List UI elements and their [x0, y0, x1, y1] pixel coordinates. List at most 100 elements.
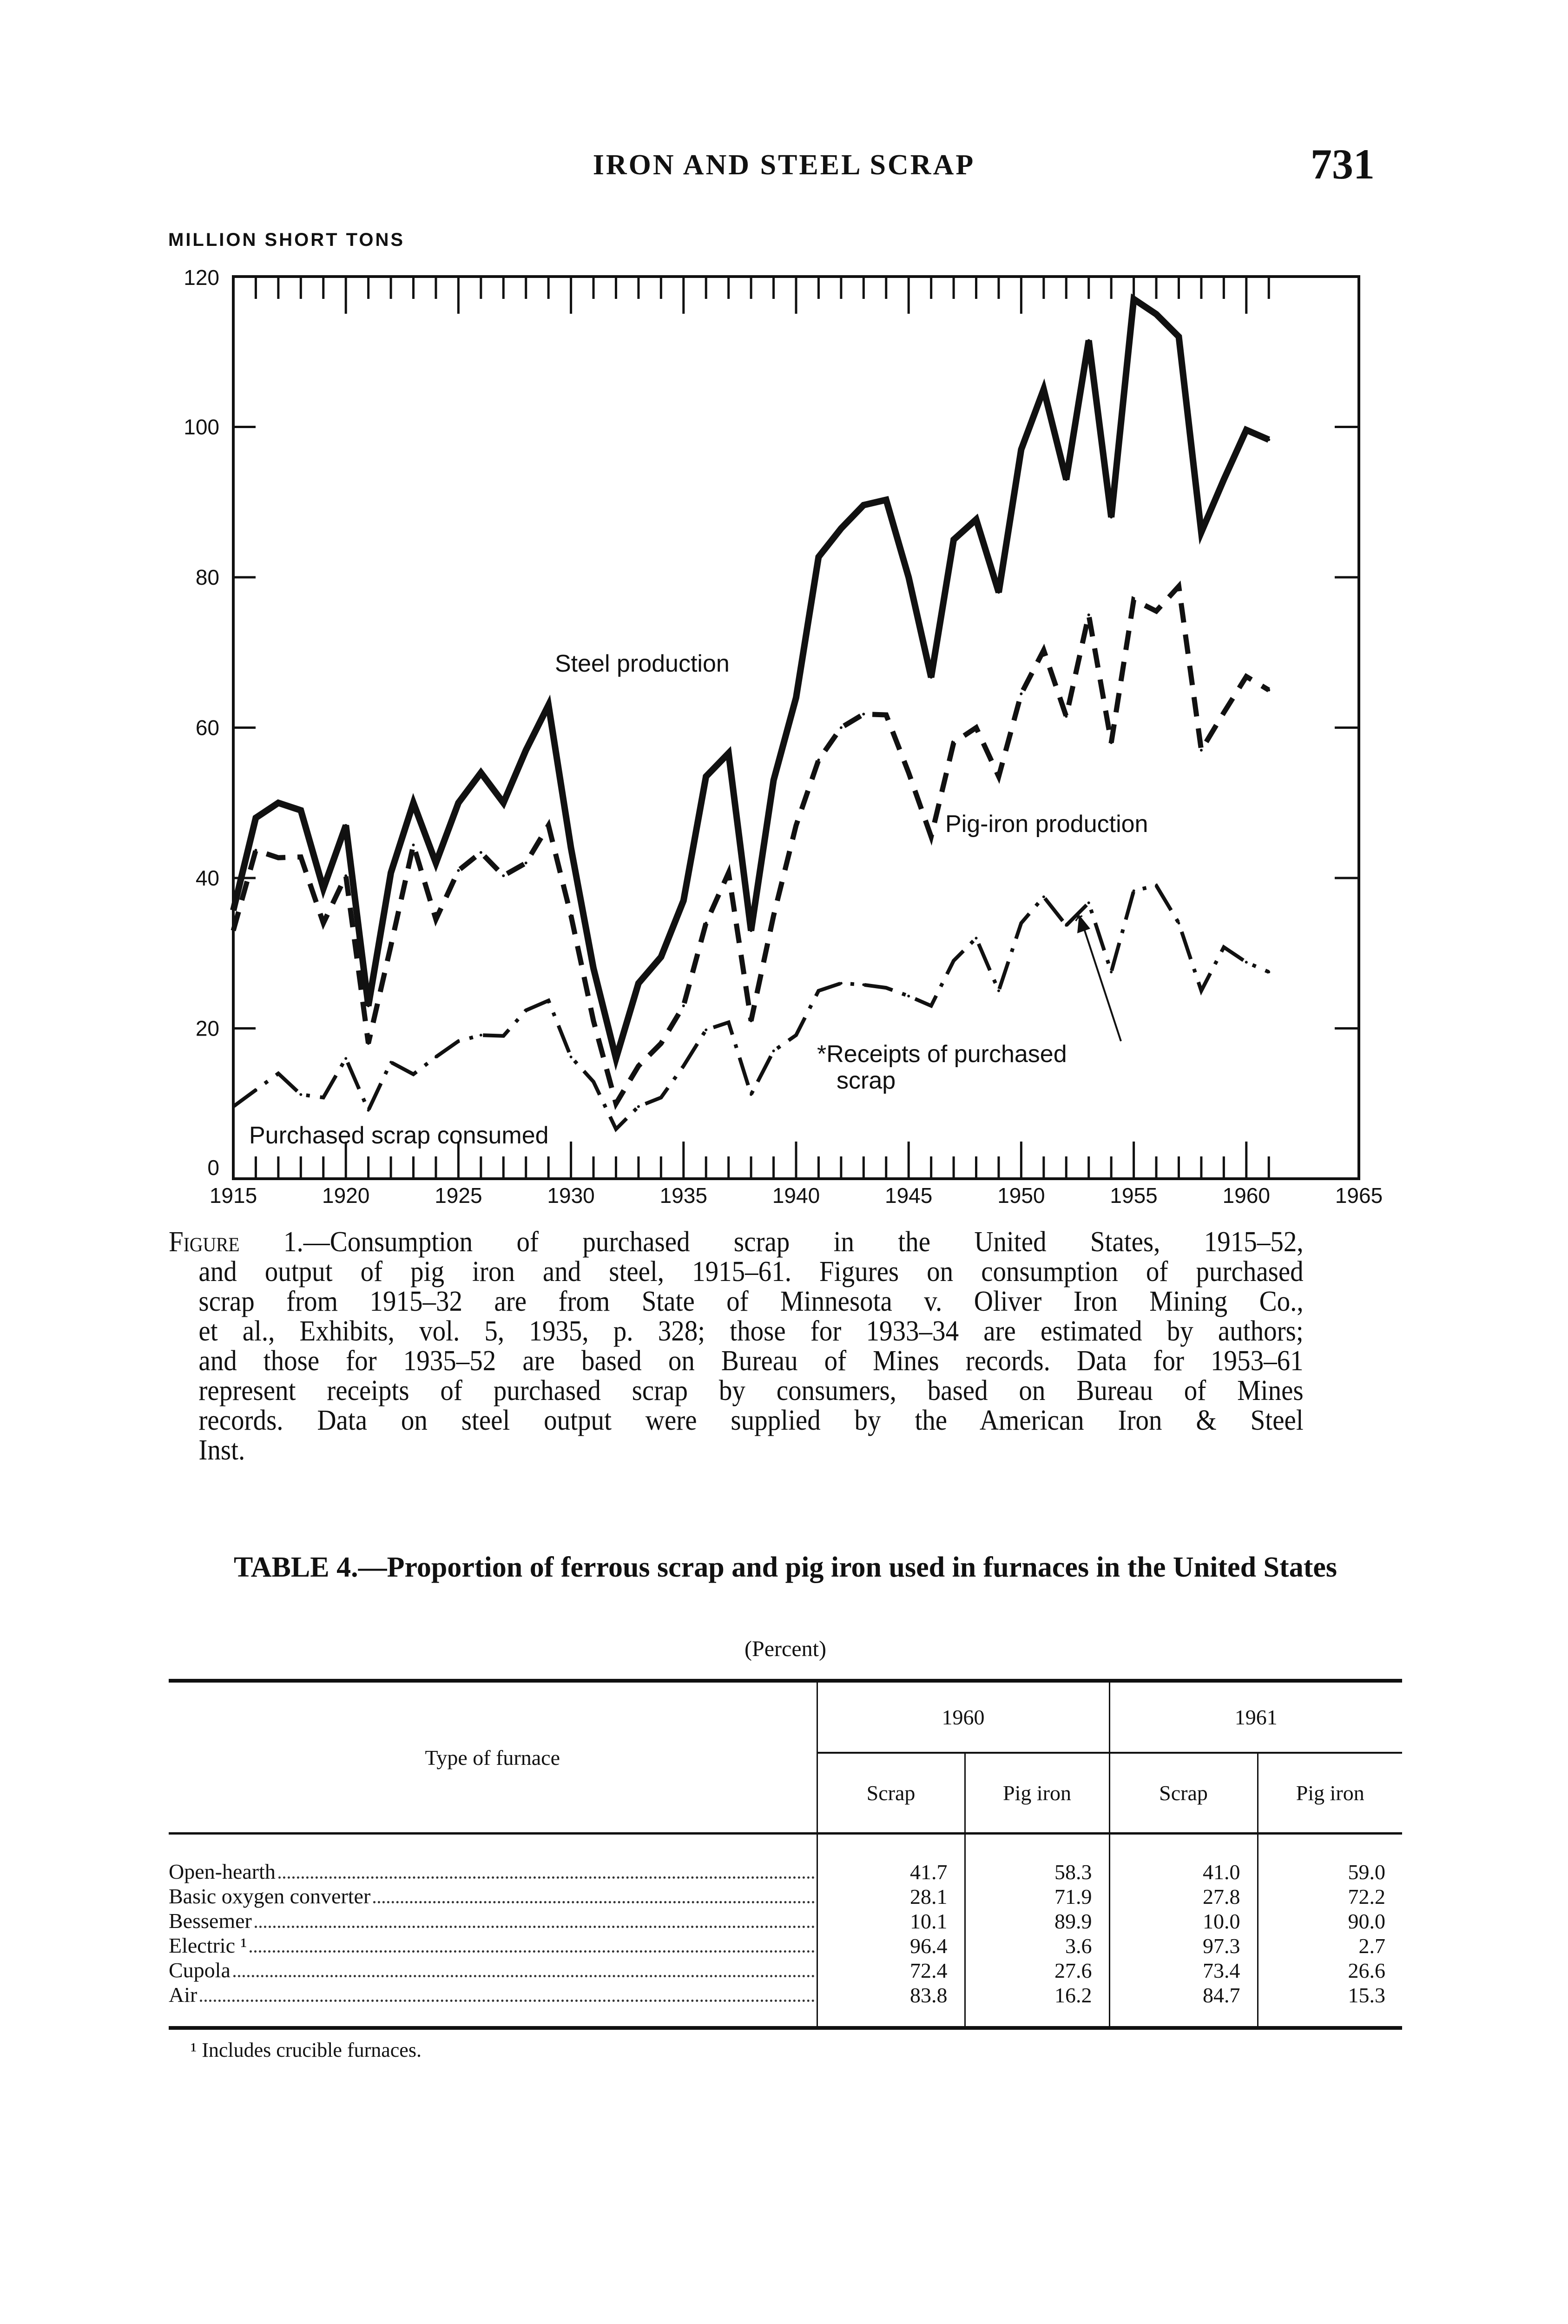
data-point	[997, 591, 1000, 594]
page-number: 731	[1311, 140, 1375, 188]
data-point	[569, 846, 573, 850]
data-point	[750, 929, 753, 932]
data-point	[1245, 961, 1248, 964]
furnace-proportion-table: Type of furnace 1960 1961 Scrap Pig iron…	[169, 1679, 1402, 2030]
data-point	[389, 1061, 393, 1064]
data-point	[547, 999, 550, 1002]
y-tick-label: 0	[207, 1155, 219, 1180]
data-point	[1155, 312, 1158, 316]
data-point	[1110, 515, 1113, 519]
label-receipts-line2: scrap	[837, 1067, 896, 1094]
data-point	[1020, 448, 1023, 451]
data-point	[254, 816, 257, 819]
data-point	[434, 861, 437, 865]
value-cell: 89.9	[964, 1909, 1109, 1934]
furnace-type: Air	[169, 1983, 198, 2007]
running-head: IRON AND STEEL SCRAP	[593, 149, 975, 181]
data-point	[682, 899, 685, 902]
value-cell: 26.6	[1257, 1958, 1402, 1983]
data-point	[1177, 922, 1180, 925]
furnace-type-cell: Basic oxygen converter	[169, 1884, 817, 1909]
data-point	[614, 1102, 618, 1105]
data-point	[772, 914, 775, 917]
data-point	[997, 775, 1000, 778]
data-point	[997, 989, 1000, 992]
data-point	[502, 1034, 505, 1037]
data-point	[479, 1034, 482, 1037]
value-cell: 96.4	[816, 1934, 965, 1958]
data-point	[1042, 648, 1045, 652]
data-point	[637, 1105, 640, 1108]
x-tick-label: 1940	[772, 1183, 820, 1208]
data-point	[322, 887, 325, 890]
y-tick-label: 20	[196, 1017, 219, 1041]
data-point	[277, 856, 280, 859]
column-header-type: Type of furnace	[169, 1681, 817, 1835]
data-point	[1222, 711, 1225, 714]
value-cell: 41.0	[1108, 1860, 1258, 1884]
data-point	[907, 576, 910, 579]
data-point	[1042, 388, 1045, 391]
dot-leader	[254, 1926, 815, 1928]
table-unit: (Percent)	[744, 1637, 826, 1661]
data-point	[614, 1057, 618, 1060]
data-point	[502, 801, 505, 805]
y-axis-label: MILLION SHORT TONS	[168, 230, 405, 250]
caption-lead: Figure 1.	[169, 1226, 303, 1258]
furnace-type-cell: Electric ¹	[169, 1934, 817, 1958]
data-point	[659, 1042, 663, 1045]
data-point	[750, 1019, 753, 1023]
caption-line: and output of pig iron and steel, 1915–6…	[198, 1256, 1304, 1287]
x-tick-label: 1935	[660, 1183, 707, 1208]
data-point	[975, 937, 978, 940]
data-point	[929, 835, 933, 838]
series-layer	[230, 293, 1271, 1133]
dot-leader	[233, 1975, 815, 1977]
data-point	[1177, 335, 1180, 338]
data-point	[434, 1055, 437, 1058]
data-point	[862, 983, 865, 986]
label-steel-production: Steel production	[555, 650, 730, 677]
data-point	[839, 726, 843, 729]
data-point	[1155, 884, 1158, 887]
furnace-type-cell: Open-hearth	[169, 1860, 817, 1884]
data-point	[232, 929, 235, 932]
caption-line: et al., Exhibits, vol. 5, 1935, p. 328; …	[198, 1315, 1304, 1347]
data-point	[907, 994, 910, 997]
data-point	[659, 955, 663, 958]
data-point	[479, 851, 482, 854]
data-point	[367, 1109, 370, 1112]
data-point	[975, 726, 978, 729]
label-receipts-line1: *Receipts of purchased	[817, 1041, 1067, 1068]
data-point	[839, 982, 843, 985]
data-point	[1222, 945, 1225, 949]
value-cell: 90.0	[1257, 1909, 1402, 1934]
y-tick-label: 60	[196, 716, 219, 740]
data-point	[1199, 530, 1203, 534]
series-line-3	[1065, 883, 1270, 996]
data-point	[502, 874, 505, 878]
value-cell: 27.6	[964, 1958, 1109, 1983]
data-point	[659, 1096, 663, 1099]
table-title: TABLE 4.—Proportion of ferrous scrap and…	[234, 1552, 1337, 1583]
value-cell: 83.8	[816, 1983, 965, 2007]
value-cell: 10.0	[1108, 1909, 1258, 1934]
data-point	[975, 518, 978, 521]
data-point	[457, 869, 460, 872]
page: { "header": {"running_head": "IRON AND S…	[168, 140, 1402, 2061]
data-point	[389, 871, 393, 874]
data-point	[1199, 749, 1203, 752]
data-point	[322, 1096, 325, 1099]
table-row: Air 83.8 16.2 84.7 15.3	[169, 1983, 1402, 2007]
data-point	[457, 1039, 460, 1043]
data-point	[412, 801, 415, 805]
receipts-pointer-arrow	[1082, 924, 1122, 1042]
dot-leader	[200, 2000, 815, 2002]
data-point	[727, 1021, 730, 1024]
data-point	[772, 779, 775, 782]
table-row: Bessemer 10.1 89.9 10.0 90.0	[169, 1909, 1402, 1934]
data-point	[750, 1093, 753, 1096]
data-point	[524, 1009, 527, 1012]
data-point	[389, 944, 393, 947]
data-point	[299, 1093, 303, 1096]
